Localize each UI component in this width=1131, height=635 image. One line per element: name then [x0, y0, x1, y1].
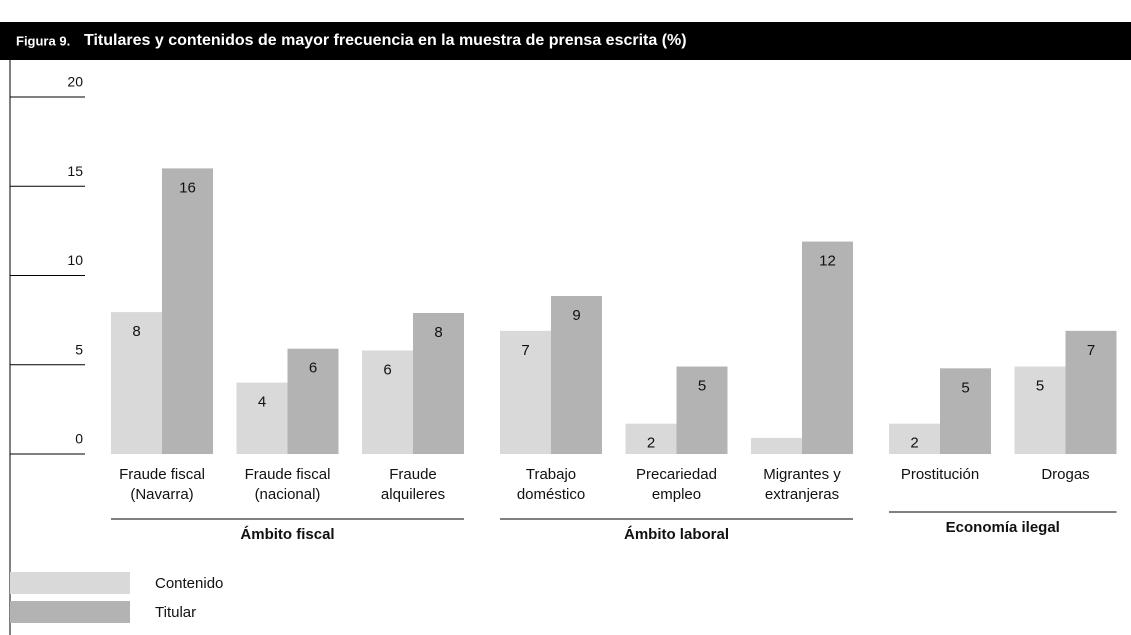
bar	[551, 296, 602, 454]
value-label: 4	[258, 394, 266, 411]
x-tick-label: Migrantes y extranjeras	[763, 466, 841, 503]
x-tick-label: Fraude fiscal (nacional)	[244, 466, 331, 503]
y-tick-label: 20	[67, 74, 83, 90]
x-tick-label: Fraude fiscal (Navarra)	[119, 466, 205, 503]
y-tick-label: 5	[75, 341, 83, 357]
y-tick-label: 0	[75, 431, 83, 447]
y-tick-label: 10	[67, 252, 83, 268]
bar	[500, 330, 551, 454]
value-label: 6	[383, 361, 391, 378]
value-label: 16	[179, 179, 196, 196]
value-label: 7	[521, 342, 529, 359]
x-tick-label: Fraude alquileres	[380, 466, 446, 503]
value-label: 7	[1087, 342, 1095, 359]
legend-swatch	[10, 601, 130, 623]
group-label: Ámbito laboral	[624, 526, 729, 543]
bar	[362, 350, 413, 454]
value-label: 12	[819, 253, 836, 270]
legend-swatch	[10, 572, 130, 594]
value-label: 2	[647, 435, 655, 452]
bar	[889, 423, 940, 454]
bar	[940, 368, 991, 454]
title-bar	[0, 22, 1131, 60]
bar	[802, 241, 853, 454]
figure-label: Figura 9.	[16, 33, 70, 48]
value-label: 5	[698, 378, 706, 395]
bar	[287, 348, 339, 454]
x-tick-label: Drogas	[1041, 466, 1090, 483]
x-tick-label: Prostitución	[900, 466, 980, 483]
x-tick-label: Trabajo doméstico	[516, 466, 586, 503]
bar	[162, 168, 213, 454]
chart-title: Titulares y contenidos de mayor frecuenc…	[84, 32, 687, 49]
value-label: 5	[961, 379, 969, 396]
value-label: 6	[309, 360, 317, 377]
bar	[111, 312, 162, 454]
value-label: 9	[572, 307, 580, 324]
value-label: 8	[132, 323, 140, 340]
value-label: 8	[434, 324, 442, 341]
bar	[751, 437, 802, 454]
group-label: Economía ilegal	[946, 519, 1060, 536]
value-label: 5	[1036, 378, 1044, 395]
legend-label: Contenido	[155, 575, 223, 592]
x-tick-label: Precariedad empleo	[636, 466, 717, 503]
bar	[236, 382, 288, 454]
bar	[676, 366, 728, 454]
bar	[1065, 330, 1117, 454]
bar	[625, 423, 677, 454]
legend-label: Titular	[155, 604, 196, 621]
bar	[1014, 366, 1066, 454]
value-label: 2	[910, 435, 918, 452]
group-label: Ámbito fiscal	[240, 526, 334, 543]
y-tick-label: 15	[67, 163, 83, 179]
bar	[413, 312, 464, 454]
